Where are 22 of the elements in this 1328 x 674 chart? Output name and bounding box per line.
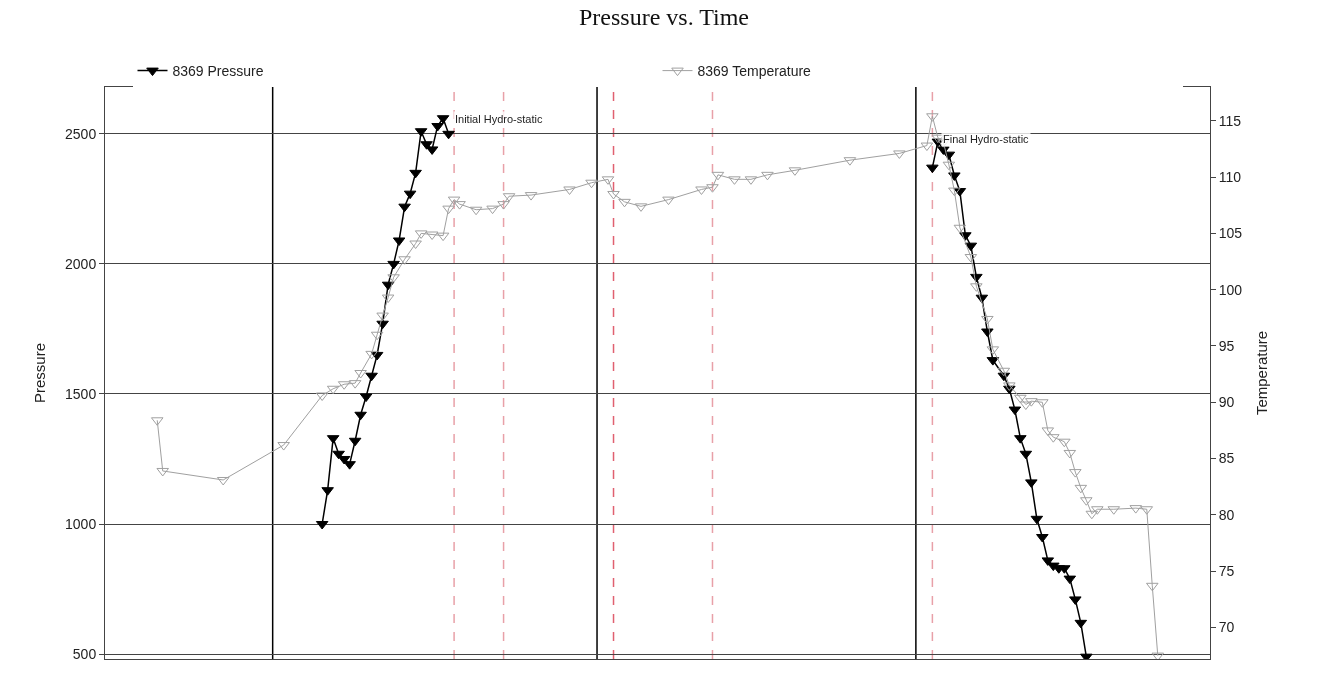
y-tick-label: 1000 (65, 515, 97, 532)
y2-tick-label: 110 (1218, 168, 1242, 185)
annotation: Final Hydro-static (943, 133, 1030, 145)
y2-tick-label: 95 (1218, 337, 1235, 354)
y2-tick-label: 105 (1218, 225, 1243, 242)
y2-tick-label: 85 (1218, 450, 1235, 467)
chart-title: Pressure vs. Time (578, 3, 750, 30)
y-axis-title: Pressure (31, 342, 49, 404)
y2-tick-label: 100 (1218, 281, 1243, 298)
y2-axis-title: Temperature (1253, 330, 1271, 416)
y2-tick-label: 115 (1218, 112, 1242, 129)
y2-tick-label: 90 (1218, 394, 1235, 411)
y2-tick-label: 80 (1218, 506, 1235, 523)
legend-label: 8369 Temperature (697, 63, 812, 80)
legend-label: 8369 Pressure (172, 63, 264, 80)
annotation: Initial Hydro-static (455, 113, 543, 125)
y-tick-label: 2500 (65, 125, 97, 142)
y-tick-label: 1500 (65, 385, 97, 402)
y-tick-label: 500 (72, 645, 97, 662)
y-tick-label: 2000 (65, 255, 97, 272)
y2-tick-label: 70 (1218, 619, 1235, 636)
y2-tick-label: 75 (1218, 563, 1235, 580)
